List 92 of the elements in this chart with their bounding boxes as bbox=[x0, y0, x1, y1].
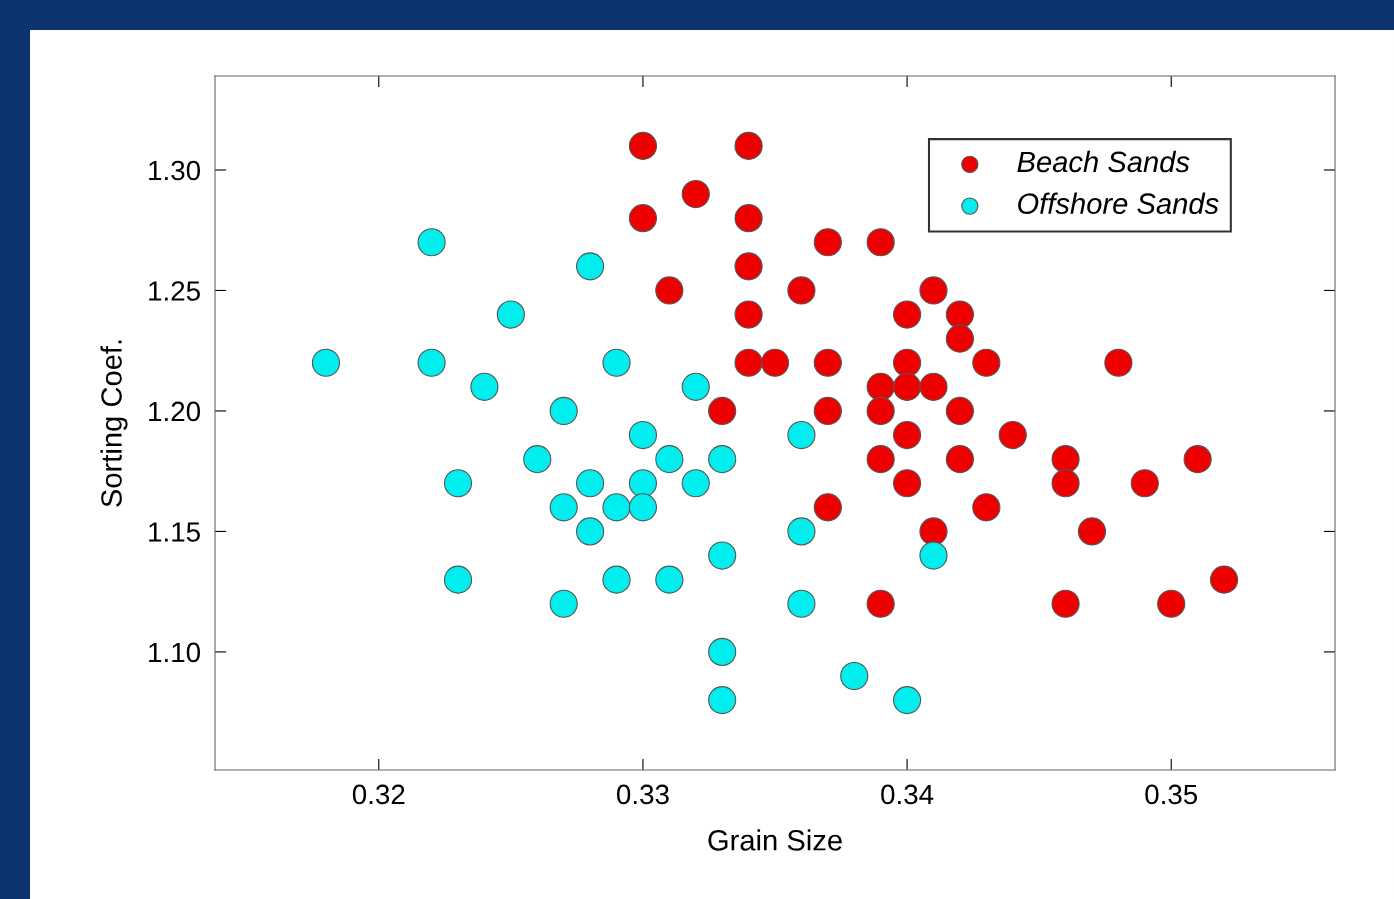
legend-label: Beach Sands bbox=[1017, 150, 1190, 173]
point bbox=[813, 396, 842, 426]
point bbox=[972, 493, 1001, 522]
point bbox=[602, 565, 631, 594]
y-tick-label: 1.25 bbox=[149, 281, 200, 301]
x-tick-label: 0.33 bbox=[616, 784, 669, 805]
point bbox=[866, 228, 895, 257]
point bbox=[813, 493, 842, 522]
y-axis-title: Sorting Coef. bbox=[100, 340, 128, 507]
point bbox=[892, 469, 922, 498]
point bbox=[892, 686, 922, 715]
point bbox=[787, 589, 816, 618]
point bbox=[892, 300, 922, 329]
point bbox=[1051, 469, 1080, 498]
point bbox=[972, 348, 1001, 377]
point bbox=[576, 517, 605, 546]
point bbox=[602, 348, 631, 377]
point bbox=[945, 300, 974, 329]
point bbox=[576, 469, 605, 498]
point bbox=[1051, 589, 1080, 618]
point bbox=[655, 276, 684, 305]
point bbox=[1209, 565, 1239, 594]
point bbox=[866, 589, 895, 618]
point bbox=[892, 420, 922, 450]
point bbox=[892, 372, 922, 401]
x-axis-title: Grain Size bbox=[708, 829, 842, 851]
legend-label: Offshore Sands bbox=[1018, 192, 1219, 215]
point bbox=[681, 469, 710, 498]
point bbox=[708, 686, 737, 715]
point bbox=[787, 420, 816, 450]
point bbox=[1077, 517, 1107, 546]
point bbox=[602, 493, 631, 522]
point bbox=[945, 324, 974, 353]
point bbox=[681, 179, 710, 209]
point bbox=[734, 252, 763, 281]
y-tick-label: 1.30 bbox=[149, 160, 201, 181]
point bbox=[1051, 445, 1080, 474]
point bbox=[628, 493, 658, 522]
point bbox=[919, 517, 948, 546]
point bbox=[655, 565, 684, 594]
point bbox=[734, 348, 763, 377]
point bbox=[523, 445, 552, 474]
point bbox=[549, 493, 578, 522]
point bbox=[576, 252, 605, 281]
y-tick-label: 1.20 bbox=[149, 401, 201, 422]
point bbox=[866, 445, 895, 474]
point bbox=[470, 372, 499, 401]
point bbox=[1157, 589, 1186, 618]
point bbox=[919, 541, 948, 570]
y-tick-label: 1.10 bbox=[149, 642, 201, 663]
point bbox=[628, 131, 658, 160]
point bbox=[734, 300, 763, 329]
point bbox=[628, 469, 658, 498]
point bbox=[866, 372, 895, 401]
point bbox=[417, 228, 446, 257]
point bbox=[1183, 445, 1212, 474]
point bbox=[945, 445, 974, 474]
point bbox=[417, 348, 446, 377]
point bbox=[734, 131, 763, 160]
point bbox=[655, 445, 684, 474]
x-tick-label: 0.32 bbox=[352, 784, 405, 805]
point bbox=[998, 420, 1027, 450]
y-tick-label: 1.15 bbox=[149, 522, 200, 542]
point bbox=[549, 396, 578, 426]
point bbox=[787, 276, 816, 305]
point bbox=[892, 348, 922, 377]
point bbox=[787, 517, 816, 546]
point bbox=[311, 348, 341, 377]
point bbox=[813, 228, 842, 257]
point bbox=[443, 565, 473, 594]
point bbox=[708, 445, 737, 474]
point bbox=[681, 372, 710, 401]
point bbox=[919, 372, 948, 401]
point bbox=[549, 589, 578, 618]
point bbox=[496, 300, 525, 329]
point bbox=[708, 637, 737, 667]
point bbox=[1130, 469, 1159, 498]
point bbox=[919, 276, 948, 305]
point bbox=[734, 204, 763, 233]
point bbox=[813, 348, 842, 377]
point bbox=[628, 204, 658, 233]
point bbox=[760, 348, 790, 377]
point bbox=[945, 396, 974, 426]
point bbox=[1104, 348, 1133, 377]
point bbox=[443, 469, 473, 498]
x-tick-label: 0.34 bbox=[881, 784, 934, 805]
point bbox=[708, 396, 737, 426]
point bbox=[866, 396, 895, 426]
point bbox=[840, 661, 869, 691]
point bbox=[628, 420, 658, 450]
x-tick-label: 0.35 bbox=[1145, 784, 1198, 805]
point bbox=[708, 541, 737, 570]
